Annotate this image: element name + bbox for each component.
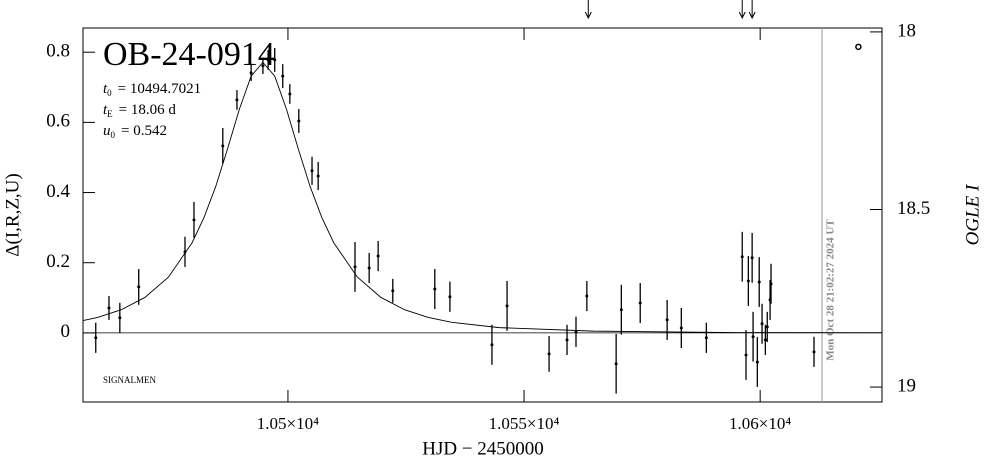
data-point [585,294,589,298]
data-point [765,325,769,329]
data-point [565,338,569,342]
data-point [812,350,816,354]
x-tick-label: 1.05×10⁴ [257,414,319,433]
data-point [281,74,285,78]
parameter-subscript: E [107,109,113,119]
data-point [433,287,437,291]
data-point [574,330,578,334]
plot-frame [82,27,883,403]
x-tick-label: 1.06×10⁴ [729,414,791,433]
data-point [704,336,708,340]
y2-axis-label: OGLE I [962,183,983,245]
data-point [757,280,761,284]
parameter-text: = 0.542 [121,123,167,139]
data-point [249,71,253,75]
parameter-text: = 10494.7021 [118,81,201,97]
data-point [288,92,292,96]
data-point [297,119,301,123]
data-point [744,353,748,357]
y-tick-label: 0.4 [46,181,70,202]
y-tick-label: 0.8 [46,41,70,62]
data-point [679,326,683,330]
data-point [376,254,380,258]
chart-title: OB-24-0914 [103,36,275,73]
data-point [619,308,623,312]
data-point [614,362,618,366]
x-tick-label: 1.055×10⁴ [489,414,560,433]
note: SIGNALMEN [103,375,156,385]
y2-tick-label: 18 [897,20,916,41]
data-point [94,336,98,340]
timestamp: Mon Oct 28 21:02:27 2024 UT [825,219,837,361]
data-point [760,322,764,326]
data-point [505,304,509,308]
data-point [755,360,759,364]
parameter-symbol: t [103,81,108,97]
y2-tick-label: 18.5 [897,198,930,219]
data-point [547,352,551,356]
y2-tick-label: 19 [897,375,916,396]
parameter: u0 = 0.542 [103,123,167,140]
data-point [751,335,755,339]
parameter-symbol: t [103,102,108,118]
parameter: tE = 18.06 d [103,102,176,119]
y-tick-label: 0.6 [46,111,70,132]
x-axis-label: HJD − 2450000 [422,438,544,459]
data-point [448,295,452,299]
parameter-symbol: u [103,123,111,139]
data-point [310,169,314,173]
parameter-subscript: 0 [111,130,116,140]
model-curve [82,61,883,334]
data-point [221,144,225,148]
y-axis-label: Δ(I,R,Z,U) [2,173,23,256]
data-point [638,301,642,305]
data-point [192,218,196,222]
data-point [490,343,494,347]
data-point [769,282,773,286]
parameter: t0 = 10494.7021 [103,81,201,98]
parameter-subscript: 0 [107,88,112,98]
data-point [261,64,265,68]
data-point [107,306,111,310]
y-tick-label: 0.2 [46,251,70,272]
data-point [740,255,744,259]
data-point [665,318,669,322]
data-point [855,43,862,51]
data-point [391,289,395,293]
data-point [750,256,754,260]
data-point [746,279,750,283]
arrow [748,0,756,20]
data-point [235,98,239,102]
arrow [584,0,592,20]
arrow [738,0,746,20]
data-point [316,174,320,178]
parameter-text: = 18.06 d [119,102,177,118]
y-tick-label: 0 [61,321,71,342]
data-point [353,265,357,269]
data-point [266,58,270,62]
data-point [137,285,141,289]
data-point [118,316,122,320]
data-point [763,338,767,342]
data-point [273,58,277,62]
data-point [367,266,371,270]
